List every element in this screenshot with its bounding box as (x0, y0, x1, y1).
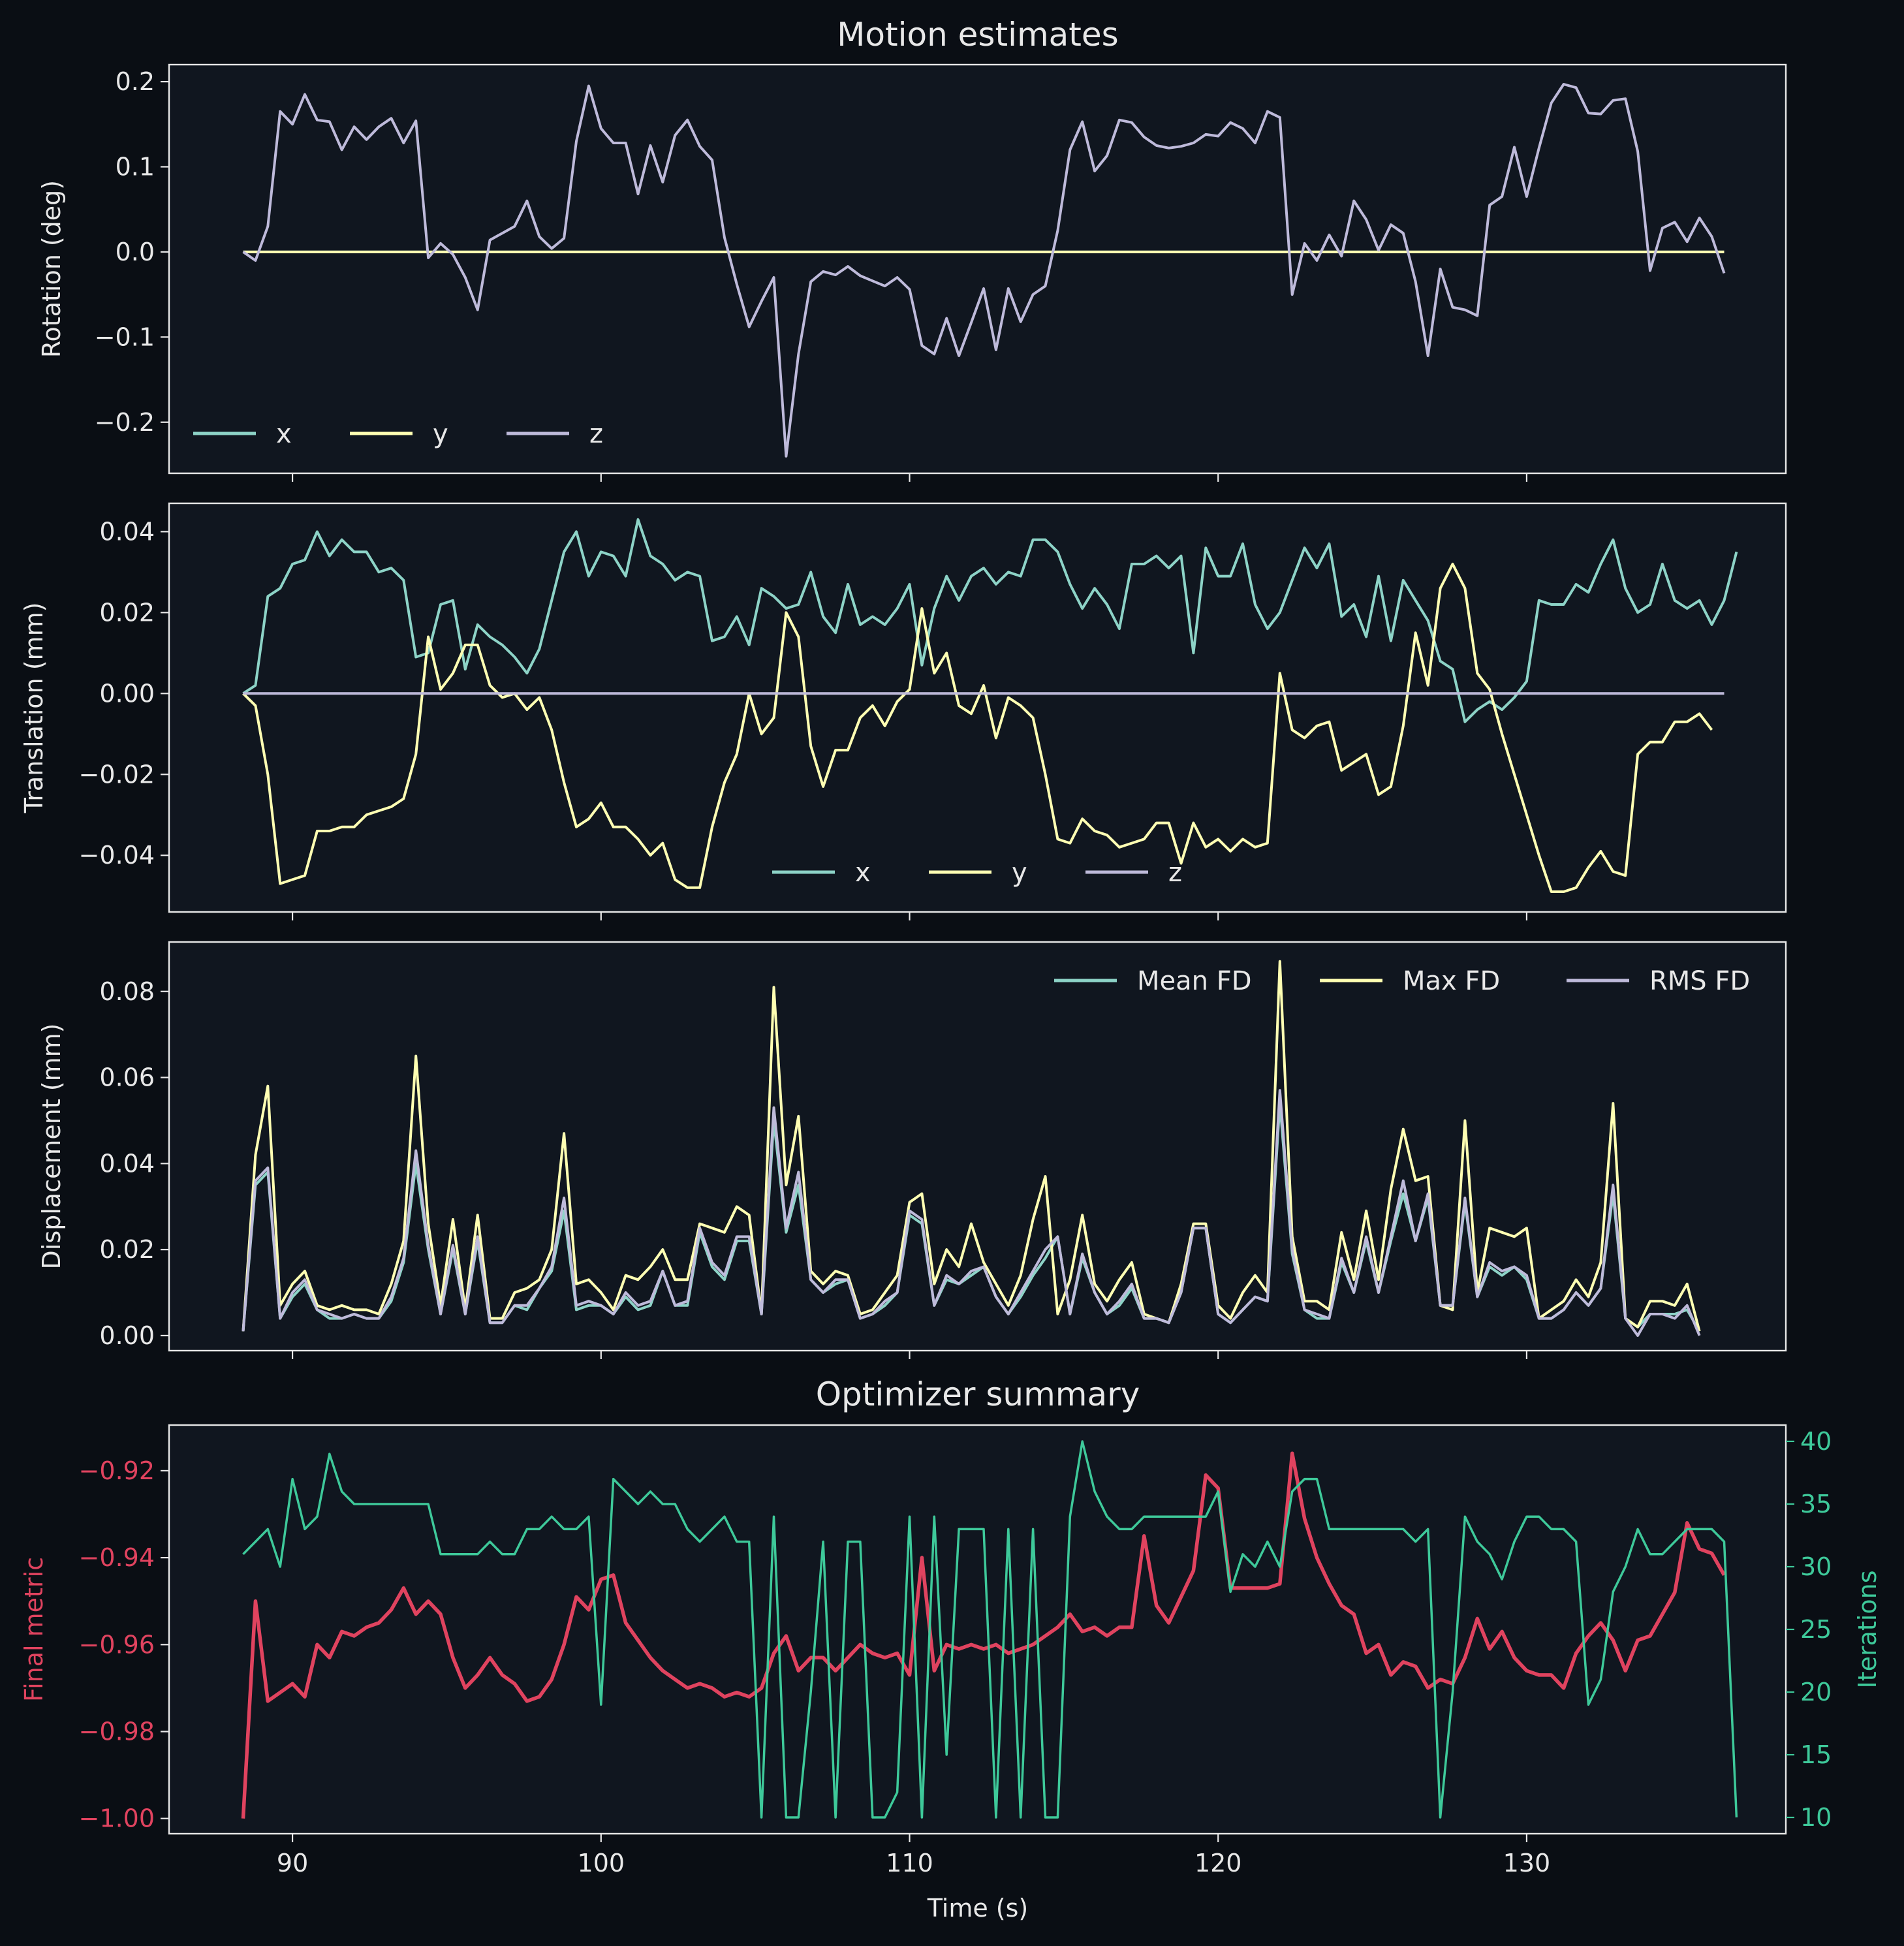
translation-panel: −0.04−0.020.000.020.04 Translation (mm) … (20, 502, 1787, 920)
ytick-label: 0.1 (116, 153, 155, 181)
ytick-label: 0.02 (99, 598, 155, 627)
legend-label-mean-fd: Mean FD (1137, 966, 1252, 996)
time-xlabel: Time (s) (927, 1894, 1029, 1922)
xtick-label: 90 (277, 1849, 308, 1877)
xtick-label: 120 (1194, 1849, 1242, 1877)
series-line-max-fd (242, 960, 1701, 1332)
ytick-label: 0.06 (99, 1063, 155, 1092)
ytick-right-label: 30 (1800, 1552, 1832, 1581)
ytick-label: −0.04 (79, 841, 155, 870)
ytick-label: 0.08 (99, 977, 155, 1006)
legend-label-x: x (276, 419, 292, 449)
ytick-label: −0.98 (79, 1718, 155, 1746)
optimizer-xticks: 90 100 110 120 130 (277, 1834, 1550, 1877)
legend-label-max-fd: Max FD (1403, 966, 1500, 996)
ytick-label: −0.2 (95, 408, 155, 437)
xtick-label: 130 (1503, 1849, 1551, 1877)
rotation-axes (168, 63, 1787, 475)
legend-label-y: y (1012, 858, 1027, 888)
ytick-right-label: 35 (1800, 1490, 1832, 1518)
ytick-label: −0.92 (79, 1456, 155, 1485)
series-line-z (242, 83, 1726, 458)
rotation-legend: x y z (193, 419, 603, 449)
translation-yticks: −0.04 −0.02 0.00 0.02 0.04 (79, 517, 169, 870)
ytick-label: −0.94 (79, 1543, 155, 1572)
ytick-label: −0.02 (79, 760, 155, 789)
ytick-label: −0.96 (79, 1630, 155, 1659)
rotation-lines (242, 83, 1726, 458)
translation-legend: x y z (772, 858, 1182, 888)
iterations-ylabel: Iterations (1853, 1571, 1882, 1689)
translation-xticks (291, 912, 1528, 920)
series-line-rms-fd (242, 1089, 1701, 1337)
ytick-right-label: 15 (1800, 1740, 1832, 1769)
rotation-ylabel: Rotation (deg) (37, 180, 66, 358)
optimizer-lines (241, 1440, 1738, 1819)
ytick-label: 0.00 (99, 679, 155, 708)
ytick-label: 0.00 (99, 1321, 155, 1350)
motion-title: Motion estimates (837, 16, 1118, 54)
displacement-lines (242, 960, 1701, 1337)
xtick-label: 110 (886, 1849, 933, 1877)
final-metric-ylabel: Final metric (20, 1557, 48, 1702)
optimizer-axes (168, 1424, 1787, 1835)
ytick-label: −0.1 (95, 322, 155, 351)
series-line-y (242, 563, 1713, 893)
ytick-label: 0.04 (99, 1149, 155, 1178)
series-line-final-metric (241, 1451, 1726, 1819)
rotation-xticks (291, 473, 1528, 482)
legend-label-x: x (855, 858, 871, 888)
translation-ylabel: Translation (mm) (20, 603, 48, 814)
optimizer-panel: −1.00 −0.98 −0.96 −0.94 −0.92 10 15 20 25 30 35 40… (20, 1424, 1882, 1922)
translation-axes (168, 502, 1787, 913)
optimizer-yticks-right: 10 15 20 25 30 35 40 (1786, 1427, 1832, 1832)
xtick-label: 100 (578, 1849, 625, 1877)
series-line-x (242, 518, 1738, 723)
legend-label-z: z (589, 419, 603, 449)
legend-label-z: z (1168, 858, 1182, 888)
rotation-panel: −0.2 −0.1 0.0 0.1 0.2 Rotation (deg) x y z (37, 63, 1787, 482)
ytick-right-label: 40 (1800, 1427, 1832, 1456)
displacement-axes (168, 941, 1787, 1352)
displacement-xticks (291, 1351, 1528, 1359)
optimizer-yticks-left: −1.00 −0.98 −0.96 −0.94 −0.92 (79, 1456, 169, 1833)
displacement-panel: 0.00 0.02 0.04 0.06 0.08 Displacement (mm) M… (37, 941, 1787, 1359)
displacement-legend: Mean FD Max FD RMS FD (1054, 966, 1750, 996)
displacement-yticks: 0.00 0.02 0.04 0.06 0.08 (99, 977, 169, 1350)
ytick-right-label: 20 (1800, 1678, 1832, 1706)
displacement-ylabel: Displacement (mm) (37, 1024, 66, 1270)
ytick-label: 0.02 (99, 1235, 155, 1264)
legend-label-y: y (433, 419, 448, 449)
translation-lines (242, 518, 1738, 893)
ytick-label: −1.00 (79, 1804, 155, 1833)
legend-label-rms-fd: RMS FD (1649, 966, 1750, 996)
ytick-label: 0.2 (116, 67, 155, 96)
ytick-label: 0.0 (116, 238, 155, 266)
ytick-right-label: 10 (1800, 1803, 1832, 1832)
ytick-right-label: 25 (1800, 1615, 1832, 1644)
ytick-label: 0.04 (99, 517, 155, 546)
optimizer-title: Optimizer summary (816, 1375, 1140, 1413)
rotation-yticks: −0.2 −0.1 0.0 0.1 0.2 (95, 67, 169, 437)
series-line-iterations (242, 1440, 1738, 1819)
